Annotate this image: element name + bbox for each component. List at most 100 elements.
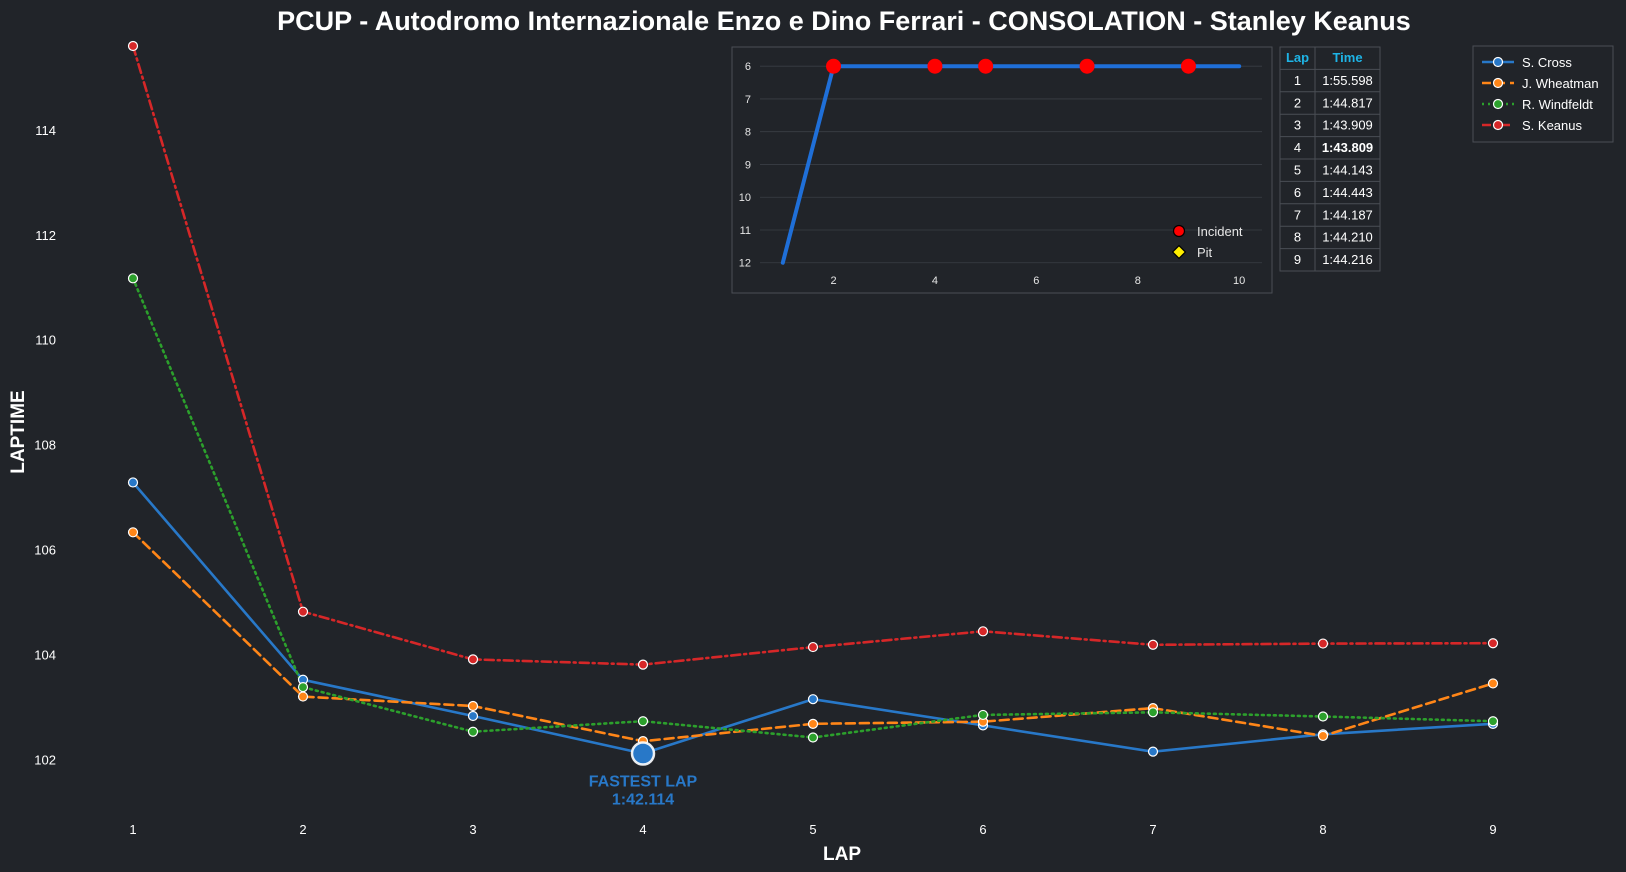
series-point (637, 716, 649, 727)
table-lap-cell: 3 (1294, 118, 1301, 133)
table-lap-cell: 6 (1294, 185, 1301, 200)
table-lap-cell: 8 (1294, 230, 1301, 245)
inset-y-tick-label: 9 (745, 159, 751, 171)
table-lap-cell: 5 (1294, 163, 1301, 178)
series-point (1487, 716, 1499, 727)
table-lap-cell: 7 (1294, 207, 1301, 222)
pit-legend-label: Pit (1197, 245, 1213, 260)
table-lap-cell: 1 (1294, 73, 1301, 88)
x-tick-label: 1 (129, 822, 136, 837)
series-point (807, 641, 819, 653)
chart-title: PCUP - Autodromo Internazionale Enzo e D… (277, 6, 1411, 36)
inset-position-line-group (780, 64, 1242, 265)
inset-y-tick-label: 7 (745, 94, 751, 106)
legend: S. Cross J. Wheatman R. Windfeldt S. Keanus (1472, 45, 1614, 143)
x-tick-label: 8 (1319, 822, 1326, 837)
x-tick-label: 7 (1149, 822, 1156, 837)
position-inset: 6 7 8 9 10 11 12 2 4 6 8 10 Incident Pit (731, 46, 1273, 294)
series-point (297, 682, 309, 693)
lap-time-table: Lap Time 1 1:55.598 2 1:44.817 3 1:43.909 4 1:43.… (1279, 46, 1381, 272)
y-tick-label: 114 (35, 123, 56, 138)
x-tick-label: 2 (299, 822, 306, 837)
y-tick-label: 102 (34, 753, 56, 768)
series-point (127, 527, 139, 538)
series-point (807, 718, 819, 729)
table-time-cell: 1:44.187 (1322, 207, 1373, 222)
inset-x-tick-label: 10 (1233, 275, 1245, 287)
series-point (467, 654, 479, 665)
series-point (467, 700, 479, 712)
inset-y-tick-label: 8 (745, 127, 751, 139)
fastest-lap-time: 1:42.114 (612, 792, 674, 809)
inset-x-tick-label: 2 (830, 275, 836, 287)
x-tick-label: 9 (1489, 822, 1496, 837)
incident-marker (1180, 58, 1196, 74)
x-tick-label: 3 (469, 822, 476, 837)
series-point (1147, 746, 1159, 757)
series-point (977, 709, 989, 721)
series-point (1487, 638, 1499, 649)
inset-y-tick-label: 11 (740, 225, 751, 237)
inset-incidents-group (826, 58, 1196, 74)
series-point (467, 726, 479, 737)
incident-marker (826, 58, 842, 74)
inset-position-line (780, 64, 1242, 265)
table-header-cell: Lap (1286, 50, 1309, 65)
legend-entry-label: S. Cross (1522, 55, 1572, 70)
table-lap-cell: 4 (1294, 140, 1301, 155)
x-tick-label: 6 (979, 822, 986, 837)
incident-legend-label: Incident (1197, 224, 1243, 239)
table-time-cell: 1:44.143 (1322, 163, 1373, 178)
x-tick-label: 5 (809, 822, 816, 837)
inset-x-tick-label: 6 (1033, 275, 1039, 287)
series-point (977, 626, 989, 637)
legend-marker (1492, 119, 1504, 131)
inset-frame (731, 46, 1273, 294)
inset-x-tick-label: 4 (932, 275, 938, 287)
y-axis-label: LAPTIME (8, 390, 29, 473)
inset-legend: Incident Pit (1171, 224, 1243, 260)
table-lap-cell: 2 (1294, 95, 1301, 110)
table-time-cell: 1:43.809 (1322, 140, 1373, 155)
y-tick-label: 110 (35, 333, 56, 348)
fastest-lap-annotation: FASTEST LAP 1:42.114 (589, 741, 698, 809)
series-point (1147, 639, 1159, 650)
y-tick-label: 108 (34, 438, 56, 453)
series-point (127, 273, 139, 284)
table-time-cell: 1:44.443 (1322, 185, 1373, 200)
inset-y-tick-label: 10 (739, 192, 751, 204)
series-point (1317, 730, 1329, 742)
table-time-cell: 1:44.216 (1322, 252, 1373, 267)
series-point (127, 40, 139, 52)
incident-marker (1079, 58, 1095, 74)
series-point (807, 732, 819, 743)
pit-legend-icon (1171, 244, 1187, 260)
x-tick-label: 4 (639, 822, 646, 837)
incident-legend-icon (1172, 224, 1186, 238)
inset-y-tick-label: 6 (745, 61, 751, 73)
legend-marker (1492, 77, 1504, 89)
legend-entry-label: J. Wheatman (1522, 76, 1599, 91)
series-point (297, 691, 309, 702)
series-point (1317, 638, 1329, 649)
incident-marker (978, 58, 994, 74)
series-point (637, 659, 649, 670)
table-time-cell: 1:44.817 (1322, 95, 1373, 110)
y-tick-label: 112 (35, 228, 56, 243)
inset-x-tick-label: 8 (1135, 275, 1141, 287)
table-time-cell: 1:43.909 (1322, 118, 1373, 133)
inset-ticks: 6 7 8 9 10 11 12 2 4 6 8 10 (739, 61, 1246, 287)
inset-y-tick-label: 12 (739, 258, 751, 270)
series-point (297, 606, 309, 617)
legend-marker (1492, 98, 1504, 110)
incident-marker (927, 58, 943, 74)
y-tick-label: 106 (34, 543, 56, 558)
y-tick-label: 104 (34, 648, 56, 663)
legend-marker (1492, 56, 1504, 68)
fastest-lap-marker (630, 741, 656, 766)
legend-entry-label: R. Windfeldt (1522, 97, 1593, 112)
main-points-group (127, 40, 1499, 759)
fastest-lap-label: FASTEST LAP (589, 774, 698, 791)
